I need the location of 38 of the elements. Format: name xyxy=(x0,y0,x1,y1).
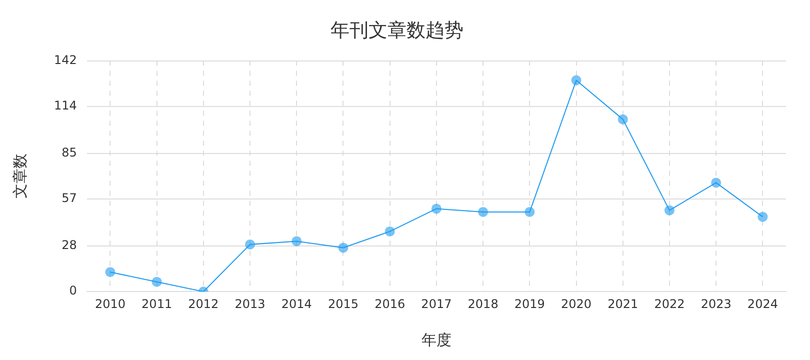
point xyxy=(152,276,162,287)
x-tick-label: 2021 xyxy=(608,296,638,311)
x-tick-label: 2011 xyxy=(142,296,172,311)
point xyxy=(338,242,348,253)
x-tick-label: 2012 xyxy=(188,296,219,311)
y-axis-title: 文章数 xyxy=(10,154,29,199)
y-tick-label: 85 xyxy=(62,146,77,160)
x-tick-label: 2017 xyxy=(421,296,452,311)
point xyxy=(711,178,722,188)
x-tick-label: 2016 xyxy=(374,296,406,311)
y-tick-label: 28 xyxy=(62,238,77,252)
x-axis-title: 年度 xyxy=(421,330,452,349)
y-tick-label: 114 xyxy=(54,98,77,112)
x-tick-label: 2013 xyxy=(234,296,266,311)
y-tick-label: 142 xyxy=(54,52,77,67)
point xyxy=(105,267,116,278)
point xyxy=(292,236,302,246)
point xyxy=(431,204,442,214)
point xyxy=(384,226,395,236)
point xyxy=(245,239,256,250)
point xyxy=(758,212,768,222)
point xyxy=(571,75,582,86)
x-tick-label: 2024 xyxy=(747,296,778,311)
point xyxy=(524,206,535,217)
y-tick-label: 0 xyxy=(69,284,77,298)
x-tick-label: 2022 xyxy=(654,296,685,311)
x-tick-label: 2019 xyxy=(514,296,545,311)
x-tick-label: 2023 xyxy=(700,296,732,311)
y-tick-label: 57 xyxy=(62,191,77,206)
x-tick-label: 2014 xyxy=(281,296,312,311)
point xyxy=(618,114,628,124)
x-tick-label: 2010 xyxy=(94,296,126,311)
x-tick-label: 2018 xyxy=(468,296,498,311)
x-tick-label: 2015 xyxy=(328,296,359,311)
x-tick-label: 2020 xyxy=(561,296,592,311)
chart-title: 年刊文章数趋势 xyxy=(330,19,464,42)
point xyxy=(664,205,674,216)
point xyxy=(478,206,488,217)
